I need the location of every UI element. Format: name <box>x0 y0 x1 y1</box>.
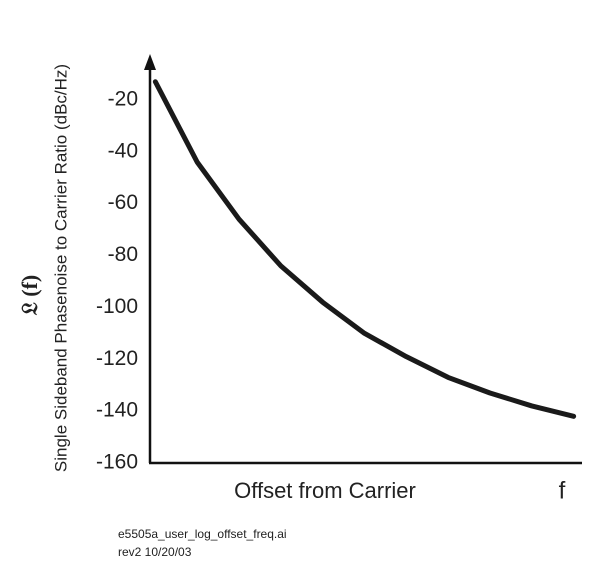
footer-text: rev2 10/20/03 <box>118 545 192 559</box>
y-tick-label: -120 <box>96 347 138 370</box>
x-axis-end-label: f <box>559 477 566 504</box>
y-tick-label: -140 <box>96 399 138 422</box>
y-tick-label: -100 <box>96 295 138 318</box>
y-tick-label: -160 <box>96 451 138 474</box>
y-tick-label: -40 <box>108 139 138 162</box>
y-axis-symbol: 𝔏 (f) <box>17 275 42 316</box>
y-tick-label: -20 <box>108 87 138 110</box>
line-series <box>152 79 577 419</box>
y-tick-label: -60 <box>108 191 138 214</box>
y-axis-title: Single Sideband Phasenoise to Carrier Ra… <box>51 64 70 472</box>
footer-text: e5505a_user_log_offset_freq.ai <box>118 527 287 541</box>
y-tick-label: -80 <box>108 243 138 266</box>
x-axis-title: Offset from Carrier <box>234 478 416 503</box>
y-axis-arrow <box>144 54 156 70</box>
